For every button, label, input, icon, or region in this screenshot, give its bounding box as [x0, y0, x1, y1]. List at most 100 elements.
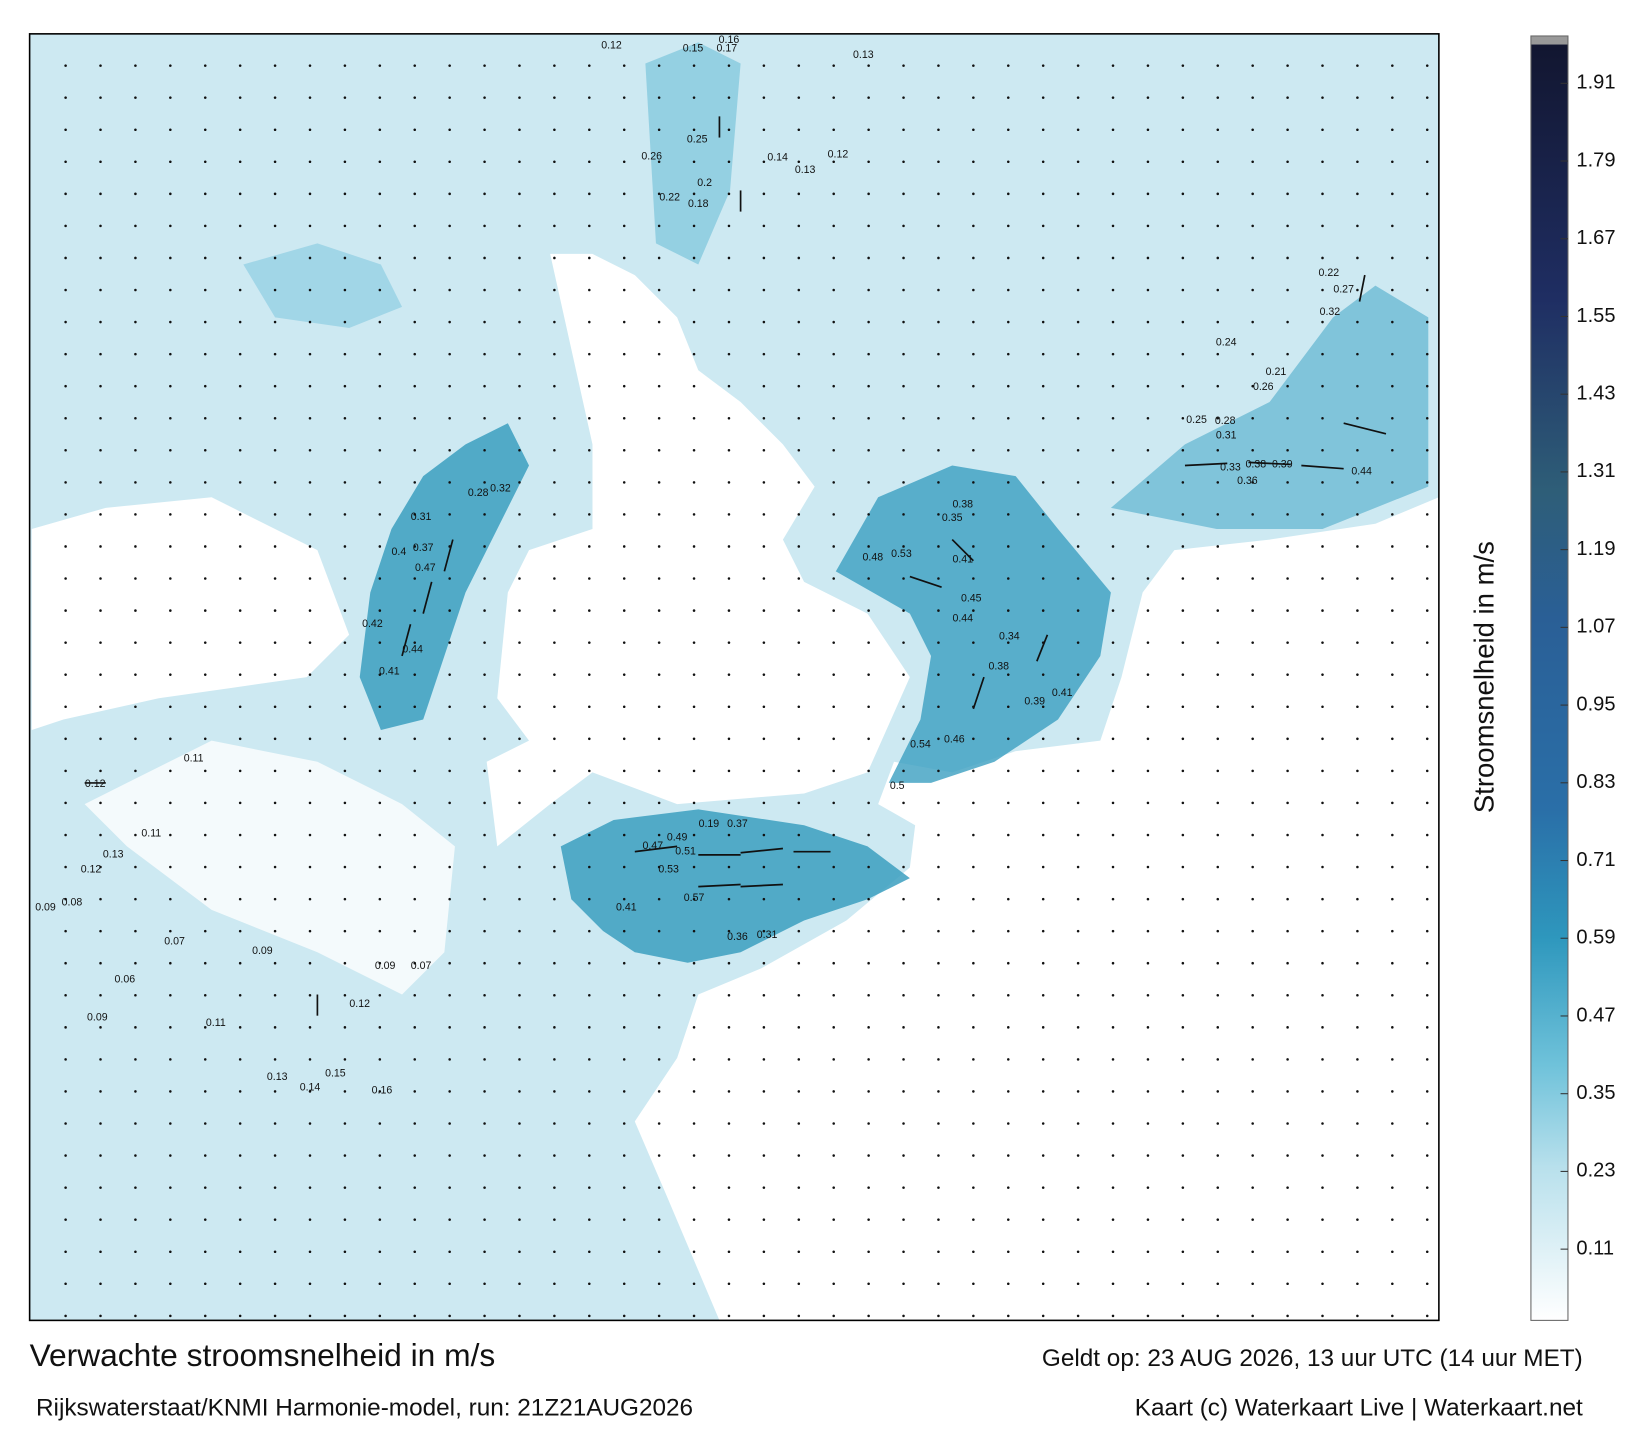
grid-dot	[483, 449, 486, 452]
current-arrow	[1036, 634, 1049, 662]
grid-dot	[1321, 1122, 1324, 1125]
grid-dot	[343, 801, 347, 805]
grid-dot	[1041, 801, 1045, 805]
grid-dot	[169, 833, 172, 837]
grid-dot	[867, 449, 870, 452]
grid-dot	[622, 96, 626, 99]
grid-dot	[448, 961, 451, 965]
grid-dot	[448, 384, 451, 388]
colorbar-tick-label: 0.59	[1576, 927, 1615, 949]
grid-dot	[727, 96, 731, 99]
grid-dot	[797, 224, 801, 228]
land	[634, 497, 1439, 1321]
grid-dot	[622, 1058, 626, 1061]
grid-dot	[1181, 929, 1185, 933]
current-speed-label: 0.2	[697, 177, 712, 189]
grid-dot	[378, 641, 382, 644]
grid-dot	[99, 96, 102, 99]
grid-dot	[1146, 1250, 1150, 1253]
grid-dot	[448, 160, 451, 164]
grid-dot	[1216, 801, 1220, 805]
grid-dot	[64, 288, 67, 292]
grid-dot	[1076, 449, 1080, 452]
current-speed-label: 0.53	[891, 548, 912, 560]
grid-dot	[64, 96, 67, 99]
grid-dot	[238, 1154, 242, 1157]
grid-dot	[797, 192, 801, 196]
grid-dot	[448, 577, 451, 580]
grid-dot	[343, 1122, 347, 1125]
grid-dot	[1251, 1186, 1254, 1189]
grid-dot	[1356, 128, 1359, 131]
grid-dot	[727, 1154, 731, 1157]
grid-dot	[727, 1058, 731, 1061]
grid-dot	[448, 609, 451, 612]
grid-dot	[1007, 256, 1010, 260]
current-speed-label: 0.37	[413, 542, 434, 554]
grid-dot	[1181, 705, 1185, 709]
grid-dot	[657, 96, 661, 99]
grid-dot	[797, 1186, 801, 1189]
grid-dot	[902, 609, 905, 612]
grid-dot	[1076, 64, 1080, 67]
grid-dot	[273, 1218, 277, 1221]
grid-dot	[238, 96, 242, 99]
colorbar-tick-label: 1.67	[1576, 227, 1615, 249]
grid-dot	[1181, 993, 1185, 997]
grid-dot	[273, 192, 277, 196]
grid-dot	[1216, 1314, 1220, 1318]
grid-dot	[1425, 1058, 1429, 1061]
grid-dot	[762, 961, 766, 965]
grid-dot	[972, 1250, 975, 1253]
grid-dot	[867, 769, 870, 773]
grid-dot	[1181, 1218, 1185, 1221]
grid-dot	[972, 897, 975, 901]
grid-dot	[518, 801, 521, 805]
grid-dot	[1425, 705, 1429, 709]
grid-dot	[832, 1314, 835, 1318]
grid-dot	[657, 320, 661, 324]
grid-dot	[622, 64, 626, 67]
grid-dot	[203, 1218, 207, 1221]
grid-dot	[727, 673, 731, 676]
grid-dot	[378, 128, 382, 131]
grid-dot	[1076, 545, 1080, 548]
grid-dot	[727, 384, 731, 388]
grid-dot	[1321, 96, 1324, 99]
grid-dot	[1356, 224, 1359, 228]
grid-dot	[1041, 288, 1045, 292]
grid-dot	[1286, 641, 1289, 644]
grid-dot	[483, 609, 486, 612]
current-speed-label: 0.07	[164, 935, 185, 947]
grid-dot	[343, 192, 347, 196]
grid-dot	[99, 1090, 102, 1093]
grid-dot	[1321, 1282, 1324, 1286]
grid-dot	[238, 1314, 242, 1318]
grid-dot	[1391, 1282, 1394, 1286]
grid-dot	[1216, 737, 1220, 741]
grid-dot	[762, 1314, 766, 1318]
grid-dot	[308, 705, 312, 709]
grid-dot	[1181, 513, 1185, 516]
grid-dot	[448, 352, 451, 356]
grid-dot	[1216, 641, 1220, 644]
grid-dot	[518, 1154, 521, 1157]
grid-dot	[238, 481, 242, 484]
grid-dot	[762, 320, 766, 324]
grid-dot	[1216, 1186, 1220, 1189]
grid-dot	[902, 545, 905, 548]
grid-dot	[64, 1058, 67, 1061]
grid-dot	[692, 160, 696, 164]
grid-dot	[972, 192, 975, 196]
grid-dot	[937, 865, 940, 869]
grid-dot	[343, 865, 347, 869]
grid-dot	[797, 865, 801, 869]
colorbar-tick-label: 1.31	[1576, 460, 1615, 482]
grid-dot	[99, 192, 102, 196]
grid-dot	[972, 737, 975, 741]
current-speed-label: 0.46	[944, 733, 965, 745]
grid-dot	[413, 224, 417, 228]
grid-dot	[972, 641, 975, 644]
grid-dot	[1356, 705, 1359, 709]
grid-dot	[727, 481, 731, 484]
